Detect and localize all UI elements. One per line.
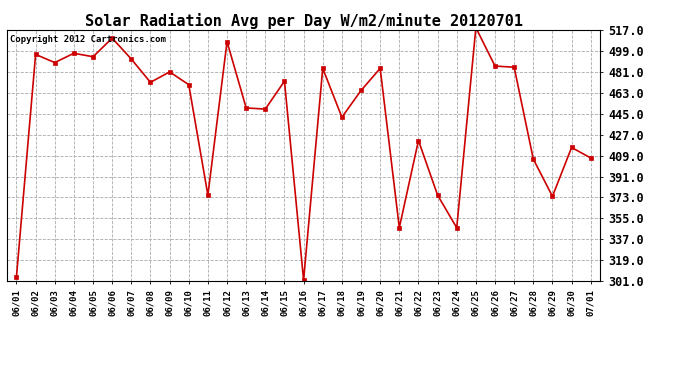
Title: Solar Radiation Avg per Day W/m2/minute 20120701: Solar Radiation Avg per Day W/m2/minute … <box>85 13 522 29</box>
Text: Copyright 2012 Cartronics.com: Copyright 2012 Cartronics.com <box>10 35 166 44</box>
